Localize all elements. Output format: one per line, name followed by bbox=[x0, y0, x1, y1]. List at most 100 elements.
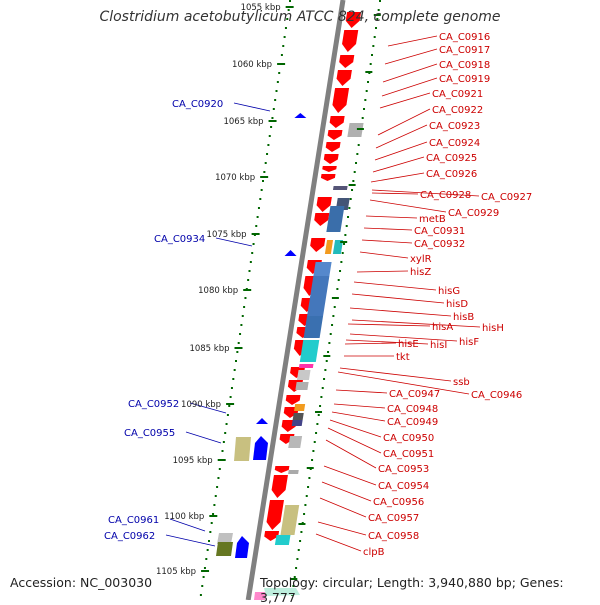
reverse-gene-label: CA_C0920 bbox=[172, 99, 223, 110]
scale-dot-left bbox=[286, 18, 289, 20]
scale-dot-left bbox=[267, 144, 270, 146]
leader-line bbox=[377, 108, 431, 136]
forward-gene-label: clpB bbox=[363, 547, 385, 558]
scale-dot-right bbox=[328, 342, 331, 344]
forward-gene-arrow bbox=[285, 395, 301, 405]
scale-dot-left bbox=[203, 567, 206, 569]
forward-gene-label: CA_C0917 bbox=[439, 45, 490, 56]
forward-gene-label: CA_C0919 bbox=[439, 74, 490, 85]
forward-gene-arrow bbox=[320, 174, 336, 181]
scale-label: 1090 kbp bbox=[181, 400, 221, 410]
forward-feature-box bbox=[288, 470, 299, 474]
scale-dot-left bbox=[271, 117, 274, 119]
forward-feature-box bbox=[332, 240, 344, 254]
forward-gene-label: CA_C0946 bbox=[471, 390, 522, 401]
forward-gene-arrow bbox=[266, 500, 284, 530]
forward-feature-box bbox=[288, 436, 303, 448]
forward-feature-box bbox=[298, 364, 314, 368]
leader-line bbox=[317, 521, 367, 536]
leader-line bbox=[371, 192, 419, 195]
forward-gene-label: CA_C0948 bbox=[387, 404, 438, 415]
scale-dot-left bbox=[225, 423, 228, 425]
forward-gene-label: CA_C0947 bbox=[389, 389, 440, 400]
reverse-gene-label: CA_C0955 bbox=[124, 428, 175, 439]
scale-dot-right bbox=[336, 288, 339, 290]
scale-dot-right bbox=[337, 279, 340, 281]
scale-dot-left bbox=[251, 252, 254, 254]
leader-line bbox=[374, 141, 428, 161]
forward-feature-box bbox=[347, 123, 364, 137]
scale-dot-right bbox=[377, 9, 380, 11]
scale-dot-right bbox=[320, 396, 323, 398]
forward-gene-arrow bbox=[264, 531, 280, 541]
leader-line bbox=[339, 367, 452, 382]
scale-dot-right bbox=[308, 477, 311, 479]
forward-gene-label: hisD bbox=[446, 299, 468, 310]
scale-dot-right bbox=[341, 252, 344, 254]
scale-dot-right bbox=[376, 18, 379, 20]
forward-gene-label: CA_C0926 bbox=[426, 169, 477, 180]
leader-line bbox=[349, 307, 452, 317]
scale-dot-left bbox=[264, 162, 267, 164]
leader-line bbox=[356, 270, 409, 273]
scale-dot-left bbox=[228, 405, 231, 407]
leader-line bbox=[321, 481, 372, 502]
forward-gene-arrow bbox=[332, 88, 350, 113]
leader-line bbox=[349, 333, 458, 342]
scale-dot-left bbox=[221, 450, 224, 452]
scale-ticks-right bbox=[291, 0, 381, 596]
forward-feature-box bbox=[264, 588, 300, 596]
scale-dot-right bbox=[295, 567, 298, 569]
scale-dot-left bbox=[275, 90, 278, 92]
forward-gene-label: CA_C0927 bbox=[481, 192, 532, 203]
scale-dot-right bbox=[365, 90, 368, 92]
forward-gene-arrow bbox=[325, 142, 341, 152]
scale-label: 1085 kbp bbox=[189, 344, 229, 354]
forward-gene-label: CA_C0922 bbox=[432, 105, 483, 116]
scale-dot-left bbox=[280, 54, 283, 56]
forward-gene-label: hisI bbox=[430, 340, 447, 351]
scale-dot-left bbox=[216, 486, 219, 488]
forward-gene-label: CA_C0950 bbox=[383, 433, 434, 444]
scale-dot-right bbox=[313, 441, 316, 443]
scale-dot-left bbox=[263, 171, 266, 173]
scale-dot-right bbox=[357, 144, 360, 146]
scale-dot-right bbox=[331, 324, 334, 326]
scale-dot-left bbox=[268, 135, 271, 137]
leader-line bbox=[384, 48, 438, 65]
leader-line bbox=[323, 465, 377, 486]
scale-dot-right bbox=[361, 117, 364, 119]
reverse-gene-label: CA_C0961 bbox=[108, 515, 159, 526]
scale-dot-right bbox=[292, 585, 295, 587]
forward-gene-label: CA_C0958 bbox=[368, 531, 419, 542]
scale-dot-right bbox=[319, 405, 322, 407]
scale-dot-right bbox=[379, 0, 381, 2]
scale-dot-right bbox=[363, 108, 366, 110]
forward-feature-box bbox=[254, 592, 266, 600]
scale-dot-right bbox=[293, 576, 296, 578]
scale-dot-right bbox=[372, 45, 375, 47]
scale-label: 1095 kbp bbox=[173, 456, 213, 466]
forward-gene-label: CA_C0953 bbox=[378, 464, 429, 475]
forward-gene-arrow bbox=[322, 166, 337, 172]
scale-dot-left bbox=[241, 315, 244, 317]
genome-backbone bbox=[245, 0, 346, 601]
scale-label: 1100 kbp bbox=[164, 512, 204, 522]
scale-dot-right bbox=[321, 387, 324, 389]
scale-dot-left bbox=[214, 495, 217, 497]
scale-dot-left bbox=[274, 99, 277, 101]
leader-line bbox=[351, 293, 445, 304]
scale-dot-right bbox=[297, 549, 300, 551]
backbone bbox=[245, 0, 346, 601]
scale-dot-right bbox=[356, 153, 359, 155]
forward-gene-arrow bbox=[345, 12, 362, 28]
scale-dot-left bbox=[240, 324, 243, 326]
forward-feature-box bbox=[299, 340, 320, 362]
forward-feature-box bbox=[274, 535, 291, 545]
leader-line bbox=[381, 77, 438, 97]
leader-line bbox=[165, 534, 216, 547]
scale-dot-right bbox=[349, 198, 352, 200]
forward-gene-arrow bbox=[342, 30, 359, 52]
forward-gene-label: CA_C0916 bbox=[439, 32, 490, 43]
forward-gene-label: ssb bbox=[453, 377, 470, 388]
